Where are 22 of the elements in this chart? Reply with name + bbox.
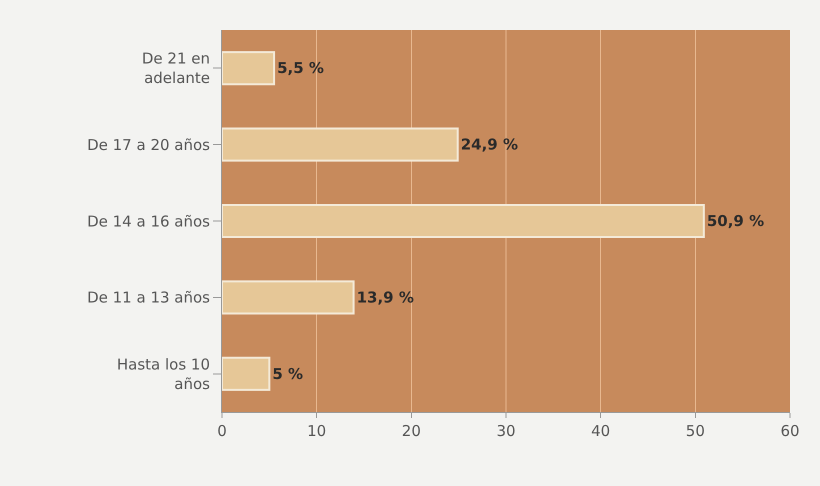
y-tick-label: Hasta los 10 años <box>116 355 210 393</box>
x-tick-label: 0 <box>217 422 227 440</box>
data-label: 5,5 % <box>277 59 324 78</box>
x-tick-label: 60 <box>780 422 800 440</box>
y-tick-label: De 14 a 16 años <box>87 212 210 230</box>
bar <box>222 280 355 314</box>
data-label: 5 % <box>272 364 304 383</box>
y-tick-label: De 21 en adelante <box>142 50 210 88</box>
data-label: 24,9 % <box>460 136 518 154</box>
x-tick-label: 40 <box>591 422 610 440</box>
bar <box>222 51 276 86</box>
y-tick-label: De 17 a 20 años <box>87 136 210 154</box>
x-tick-label: 10 <box>307 422 326 440</box>
bar <box>222 204 705 238</box>
x-tick-label: 50 <box>686 422 705 440</box>
bar <box>222 356 270 391</box>
x-tick-label: 20 <box>402 422 421 440</box>
data-label: 13,9 % <box>356 288 414 306</box>
data-label: 50,9 % <box>706 212 764 230</box>
x-tick-label: 30 <box>496 422 516 440</box>
bar <box>222 128 459 162</box>
y-tick-label: De 11 a 13 años <box>87 288 210 307</box>
